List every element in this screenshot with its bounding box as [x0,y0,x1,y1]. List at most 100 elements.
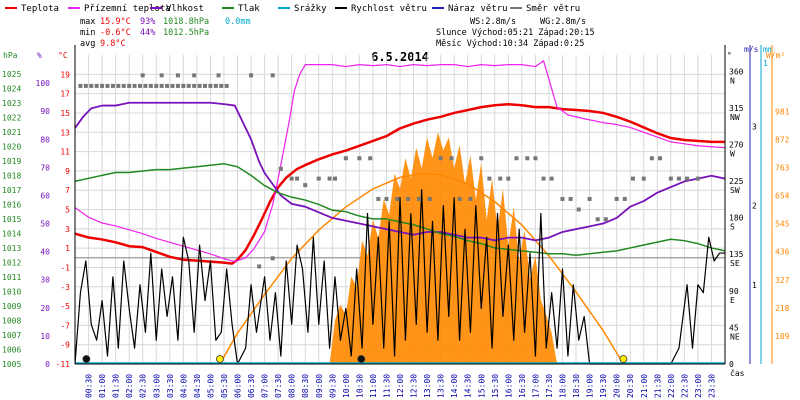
stat-max-press: 1018.8hPa [163,17,209,27]
wind-dir-point-11 [138,83,142,88]
axis-temp-tick-13: -7 [60,321,70,330]
wind-dir-point-6 [110,83,115,88]
wind-dir-point-70 [614,196,619,201]
stat-avg-temp: 9.8°C [100,39,126,49]
axis-dir-tick-0: 360 [729,67,744,76]
wind-dir-point-54 [468,196,473,201]
axis-hum-tick-6: 40 [40,248,50,257]
axis-press-tick-11: 1014 [2,229,21,238]
axis-dir-name-5: SE [730,259,740,268]
axis-time-tick-27: 14:00 [450,374,459,398]
series-wind [74,189,725,365]
astro-wg: WG:2.8m/s [540,17,586,27]
axis-dir-name-3: SW [730,186,740,195]
wind-dir-point-64 [560,196,565,201]
wind-dir-point-16 [165,83,170,88]
wind-dir-point-29 [159,73,164,78]
wind-dir-point-28 [140,73,145,78]
axis-time-tick-8: 04:30 [193,374,202,398]
wind-dir-point-55 [479,156,484,161]
axis-time-tick-38: 19:30 [599,374,608,398]
axis-time-tick-14: 07:30 [274,374,283,398]
legend-label-1: Přízemní teplota [84,4,171,14]
axis-wind-tick-1: 2 [752,202,757,211]
axis-temp-tick-3: 13 [60,128,70,137]
astro-ws: WS:2.8m/s [470,17,516,27]
axis-time-tick-36: 18:30 [572,374,581,398]
wind-dir-point-48 [406,196,411,201]
axis-press-tick-12: 1013 [2,244,21,253]
wind-dir-point-53 [457,196,462,201]
axis-temp-tick-0: 19 [60,70,70,79]
axis-hum-tick-4: 60 [40,191,50,200]
wind-dir-point-17 [170,83,175,88]
axis-time-tick-30: 15:30 [491,374,500,398]
wind-dir-point-25 [213,83,218,88]
axis-press-tick-16: 1009 [2,302,21,311]
axis-temp-tick-1: 17 [60,90,70,99]
axis-temp-tick-2: 15 [60,109,70,118]
axis-temp-tick-4: 11 [60,148,70,157]
axis-time-tick-41: 21:00 [640,374,649,398]
axis-hum-tick-3: 70 [40,163,50,172]
wind-dir-point-34 [270,73,275,78]
stats-block: max 15.9°C 93% 1018.8hPa 0.0mm min -0.6°… [80,17,251,49]
axis-dir-name-7: NE [730,332,740,341]
axis-solar-tick-0: 981 [775,107,790,116]
axis-time-tick-42: 21:30 [653,374,662,398]
wind-dir-point-32 [216,73,221,78]
wind-dir-point-45 [376,196,381,201]
wind-dir-point-77 [676,176,681,181]
legend-label-5: Rychlost větru [351,4,427,14]
stat-max-rain: 0.0mm [225,17,251,27]
wind-dir-point-40 [327,176,332,181]
wind-dir-point-7 [116,83,121,88]
axis-press-tick-6: 1019 [2,157,21,166]
wind-dir-point-12 [143,83,148,88]
wind-dir-point-49 [416,196,421,201]
wind-dir-point-42 [343,156,348,161]
legend-label-0: Teplota [21,4,59,14]
axis-time-tick-43: 22:00 [667,374,676,398]
axis-time-tick-31: 16:00 [504,374,513,398]
axis-temp-tick-8: 3 [65,225,70,234]
wind-dir-point-80 [257,264,262,269]
wind-dir-point-31 [192,73,197,78]
axis-temp-tick-14: -9 [60,341,70,350]
axis-temp-tick-12: -5 [60,302,70,311]
wind-dir-point-52 [449,156,454,161]
axis-time-tick-1: 01:00 [98,374,107,398]
axis-time-tick-3: 02:00 [125,374,134,398]
wind-dir-point-19 [181,83,186,88]
solar-theory-line [219,172,625,365]
legend-label-6: Náraz větru [448,4,508,14]
wind-dir-point-15 [159,83,164,88]
axis-temp-tick-11: -3 [60,283,70,292]
axis-time-tick-24: 12:30 [410,374,419,398]
axis-hum-unit: % [37,51,42,60]
wind-dir-point-14 [154,83,159,88]
axis-time-tick-33: 17:00 [531,374,540,398]
axis-dir-tick-6: 90 [729,287,739,296]
axis-hum-tick-1: 90 [40,107,50,116]
axis-press-unit: hPa [3,51,18,60]
astro-block: WS:2.8m/s WG:2.8m/s Slunce Východ:05:21 … [436,17,595,49]
axis-time-tick-11: 06:00 [234,374,243,398]
stat-max-hum: 93% [140,17,155,27]
wind-dir-point-56 [487,176,492,181]
axis-time-tick-34: 17:30 [545,374,554,398]
axis-rain-tick-0: 1 [763,59,768,68]
legend-label-3: Tlak [238,4,260,14]
wind-dir-point-68 [595,217,600,222]
stat-min-press: 1012.5hPa [163,28,209,38]
wind-dir-point-18 [175,83,180,88]
axis-solar-tick-8: 109 [775,332,790,341]
wind-dir-point-79 [695,176,700,181]
wind-dir-point-35 [278,166,283,171]
axis-press-tick-0: 1025 [2,70,21,79]
axis-time-tick-6: 03:30 [166,374,175,398]
wind-dir-point-8 [121,83,126,88]
axis-dir-tick-2: 270 [729,140,744,149]
series-temp [74,102,725,265]
